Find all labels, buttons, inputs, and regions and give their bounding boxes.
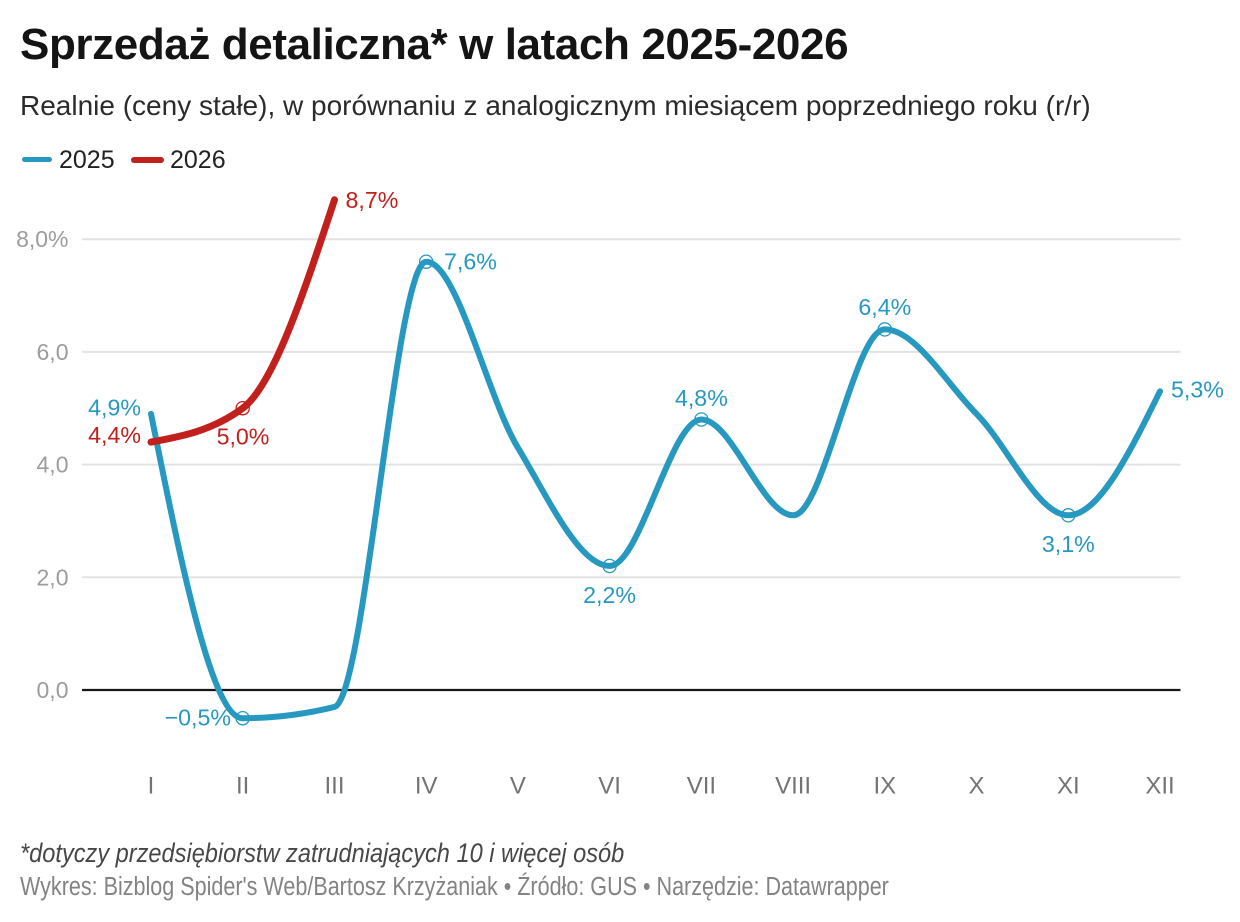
svg-text:6,0: 6,0 [37,339,69,365]
svg-text:IV: IV [415,773,438,800]
svg-text:VI: VI [598,773,621,800]
svg-text:5,0%: 5,0% [217,424,270,450]
svg-text:6,4%: 6,4% [858,294,911,320]
svg-text:III: III [324,773,344,800]
svg-text:0,0: 0,0 [37,677,69,703]
svg-text:8,7%: 8,7% [346,187,399,213]
svg-text:4,4%: 4,4% [88,422,141,448]
svg-text:X: X [968,773,984,800]
svg-text:II: II [236,773,249,800]
svg-text:2,2%: 2,2% [583,582,636,608]
svg-text:4,0: 4,0 [37,452,69,478]
svg-text:7,6%: 7,6% [444,249,497,275]
svg-text:IX: IX [873,773,896,800]
svg-text:−0,5%: −0,5% [165,705,231,731]
svg-text:I: I [148,773,155,800]
svg-text:XI: XI [1057,773,1080,800]
svg-text:4,9%: 4,9% [88,395,141,421]
svg-text:5,3%: 5,3% [1171,377,1224,403]
svg-text:2,0: 2,0 [37,564,69,590]
svg-text:4,8%: 4,8% [675,385,728,411]
svg-text:8,0%: 8,0% [16,226,68,252]
svg-text:VII: VII [687,773,716,800]
svg-text:3,1%: 3,1% [1042,531,1095,557]
svg-text:V: V [510,773,526,800]
svg-text:XII: XII [1145,773,1174,800]
svg-text:VIII: VIII [775,773,811,800]
